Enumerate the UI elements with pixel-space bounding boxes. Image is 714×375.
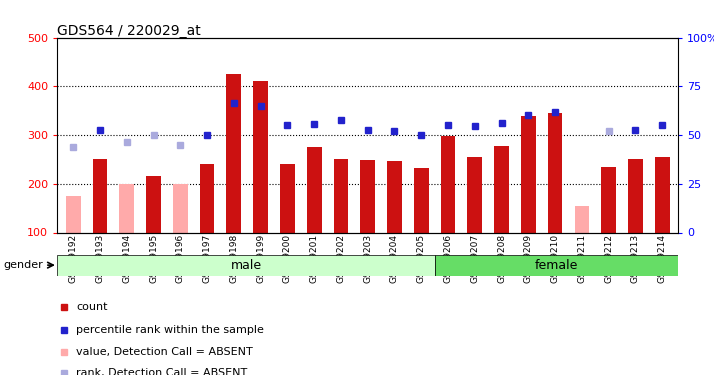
Bar: [66, 196, 81, 232]
Bar: [655, 157, 670, 232]
Text: male: male: [231, 259, 262, 272]
Text: GDS564 / 220029_at: GDS564 / 220029_at: [57, 24, 201, 38]
Bar: [436, 255, 678, 276]
Bar: [601, 166, 616, 232]
Text: rank, Detection Call = ABSENT: rank, Detection Call = ABSENT: [76, 368, 248, 375]
Bar: [521, 116, 536, 232]
Bar: [93, 159, 107, 232]
Bar: [387, 161, 402, 232]
Bar: [548, 113, 563, 232]
Bar: [253, 81, 268, 232]
Bar: [441, 136, 456, 232]
Text: gender: gender: [4, 261, 44, 270]
Bar: [226, 74, 241, 232]
Bar: [468, 157, 482, 232]
Text: value, Detection Call = ABSENT: value, Detection Call = ABSENT: [76, 347, 253, 357]
Text: female: female: [535, 259, 578, 272]
Bar: [333, 159, 348, 232]
Bar: [414, 168, 428, 232]
Bar: [173, 184, 188, 232]
Bar: [146, 177, 161, 232]
Bar: [307, 147, 321, 232]
Text: count: count: [76, 302, 108, 312]
Bar: [57, 255, 436, 276]
Bar: [200, 164, 214, 232]
Bar: [575, 206, 589, 232]
Bar: [119, 184, 134, 232]
Text: percentile rank within the sample: percentile rank within the sample: [76, 325, 264, 334]
Bar: [361, 160, 375, 232]
Bar: [494, 146, 509, 232]
Bar: [280, 164, 295, 232]
Bar: [628, 159, 643, 232]
